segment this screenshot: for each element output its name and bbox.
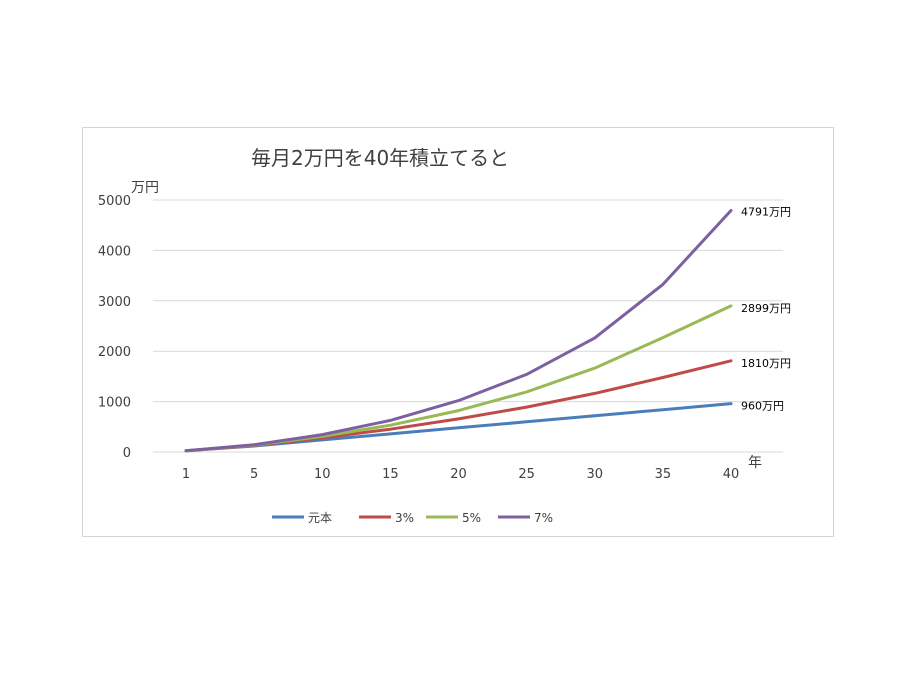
end-label-1: 1810万円 [741, 357, 791, 370]
y-tick-label-3000: 3000 [98, 295, 131, 310]
x-tick-label-20: 20 [450, 467, 467, 482]
x-tick-label-35: 35 [655, 467, 672, 482]
x-tick-label-40: 40 [723, 467, 740, 482]
y-tick-label-5000: 5000 [98, 194, 131, 209]
y-tick-label-1000: 1000 [98, 396, 131, 411]
series-line-1 [184, 359, 733, 453]
x-tick-label-25: 25 [518, 467, 535, 482]
x-tick-label-1: 1 [182, 467, 190, 482]
end-labels: 960万円 1810万円 2899万円 4791万円 [741, 206, 791, 413]
chart-title: 毎月2万円を40年積立てると [251, 146, 509, 170]
end-label-0: 960万円 [741, 400, 784, 413]
gridlines [153, 199, 783, 453]
legend-label-2: 5% [462, 511, 481, 525]
chart-canvas: 毎月2万円を40年積立てると 万円 年 0 1000 2000 3000 4000 500… [98, 146, 791, 525]
y-tick-label-2000: 2000 [98, 345, 131, 360]
end-label-3: 4791万円 [741, 206, 791, 219]
y-tick-label-0: 0 [123, 446, 131, 461]
legend-label-1: 3% [395, 511, 414, 525]
y-axis-ticks: 0 1000 2000 3000 4000 5000 [98, 194, 131, 461]
y-axis-unit-label: 万円 [131, 180, 159, 196]
x-tick-label-30: 30 [586, 467, 603, 482]
x-tick-label-5: 5 [250, 467, 258, 482]
legend-label-3: 7% [534, 511, 553, 525]
x-axis-ticks: 1 5 10 15 20 25 30 35 40 [182, 467, 739, 482]
x-axis-unit-label: 年 [748, 455, 762, 471]
legend-label-0: 元本 [308, 511, 332, 525]
end-label-2: 2899万円 [741, 302, 791, 315]
chart-frame: 毎月2万円を40年積立てると 万円 年 0 1000 2000 3000 4000 500… [82, 127, 834, 537]
series-line-3 [184, 209, 733, 453]
legend: 元本 3% 5% 7% [272, 511, 553, 525]
y-tick-label-4000: 4000 [98, 244, 131, 259]
x-tick-label-10: 10 [314, 467, 331, 482]
series-lines [184, 209, 733, 453]
x-tick-label-15: 15 [382, 467, 399, 482]
